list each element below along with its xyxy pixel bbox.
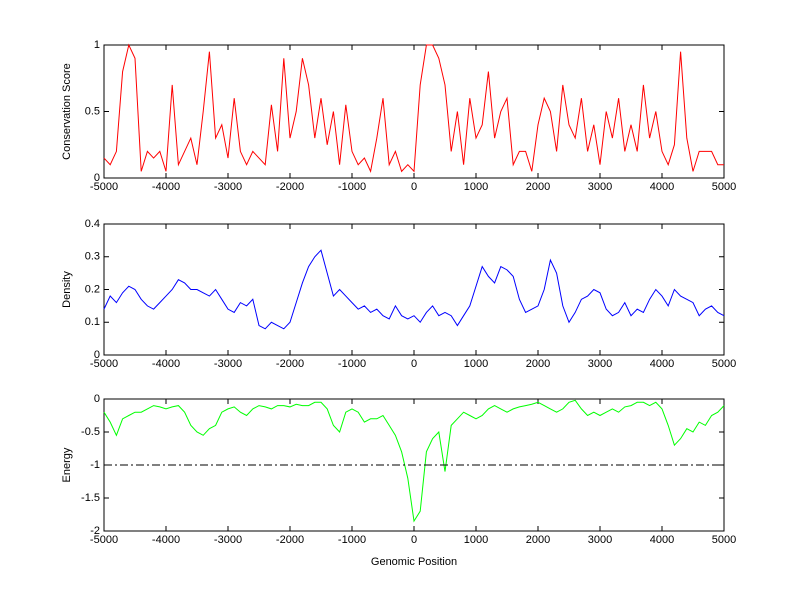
x-tick-label: 1000 xyxy=(464,358,488,370)
x-tick-label: 5000 xyxy=(712,358,736,370)
x-tick-label: 5000 xyxy=(712,534,736,546)
x-tick-label: 1000 xyxy=(464,534,488,546)
y-tick-label: -1 xyxy=(90,459,100,471)
x-tick-label: 0 xyxy=(411,181,417,193)
x-tick-label: 2000 xyxy=(526,358,550,370)
data-line xyxy=(103,249,725,330)
y-axis-label: Density xyxy=(61,271,73,308)
x-tick-label: 0 xyxy=(411,358,417,370)
x-tick-label: -2000 xyxy=(276,358,304,370)
x-tick-label: 1000 xyxy=(464,181,488,193)
y-tick-label: -0.5 xyxy=(81,426,100,438)
y-axis-label: Conservation Score xyxy=(61,63,73,160)
x-tick-label: -5000 xyxy=(90,358,118,370)
y-tick-label: 0.2 xyxy=(85,283,100,295)
x-tick-label: 3000 xyxy=(588,181,612,193)
y-tick-label: -2 xyxy=(90,525,100,537)
x-tick-label: -5000 xyxy=(90,534,118,546)
x-tick-label: 2000 xyxy=(526,534,550,546)
x-tick-label: 0 xyxy=(411,534,417,546)
x-tick-label: 4000 xyxy=(650,534,674,546)
x-tick-label: 4000 xyxy=(650,358,674,370)
y-tick-label: -1.5 xyxy=(81,492,100,504)
y-tick-label: 0.5 xyxy=(85,105,100,117)
x-tick-label: -4000 xyxy=(152,358,180,370)
x-tick-label: -1000 xyxy=(338,534,366,546)
y-tick-label: 0 xyxy=(94,349,100,361)
y-tick-label: 1 xyxy=(94,39,100,51)
y-tick-label: 0.4 xyxy=(85,218,100,230)
x-axis-label: Genomic Position xyxy=(371,556,457,568)
y-axis-label: Energy xyxy=(61,447,73,482)
x-tick-label: 3000 xyxy=(588,358,612,370)
x-tick-label: -1000 xyxy=(338,181,366,193)
data-line xyxy=(103,43,724,173)
x-tick-label: -3000 xyxy=(214,534,242,546)
x-tick-label: -4000 xyxy=(152,181,180,193)
x-tick-label: -3000 xyxy=(214,181,242,193)
y-tick-label: 0 xyxy=(94,393,100,405)
x-tick-label: -1000 xyxy=(338,358,366,370)
x-tick-label: 3000 xyxy=(588,534,612,546)
y-tick-label: 0 xyxy=(94,172,100,184)
x-tick-label: 4000 xyxy=(650,181,674,193)
x-tick-label: -5000 xyxy=(90,181,118,193)
x-tick-label: 5000 xyxy=(712,181,736,193)
axes-frame xyxy=(103,44,725,179)
data-line xyxy=(103,399,725,523)
x-tick-label: -3000 xyxy=(214,358,242,370)
x-tick-label: -4000 xyxy=(152,534,180,546)
y-tick-label: 0.1 xyxy=(85,316,100,328)
x-tick-label: -2000 xyxy=(276,181,304,193)
x-tick-label: 2000 xyxy=(526,181,550,193)
x-tick-label: -2000 xyxy=(276,534,304,546)
y-tick-label: 0.3 xyxy=(85,251,100,263)
